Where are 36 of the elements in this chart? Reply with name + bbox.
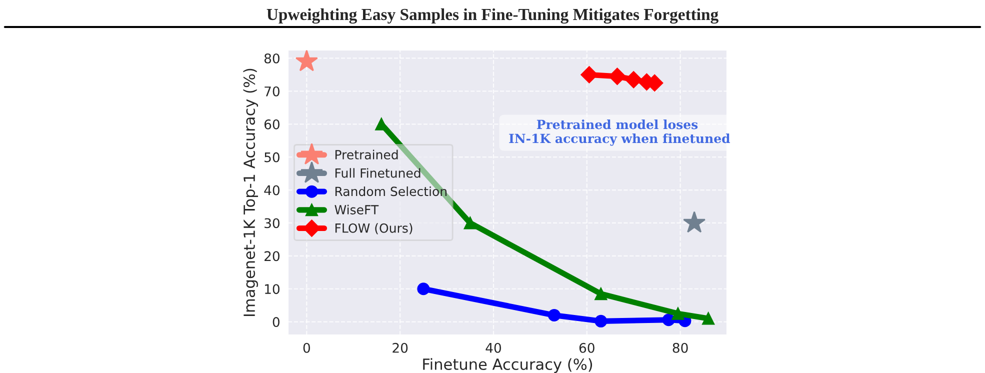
y-tick-label: 30: [264, 218, 280, 228]
point: [417, 282, 430, 296]
point: [580, 66, 598, 84]
point: [594, 314, 608, 328]
chart-title: Upweighting Easy Samples in Fine-Tuning Mitigates Forgetting: [266, 8, 718, 24]
point: [702, 312, 715, 325]
y-tick-label: 50: [264, 152, 280, 162]
y-tick-label: 0: [272, 317, 280, 328]
y-tick-label: 40: [264, 185, 280, 196]
point: [683, 211, 706, 233]
point: [625, 71, 642, 88]
legend-label: WiseFT: [334, 204, 379, 214]
point: [662, 314, 675, 326]
point: [295, 50, 318, 72]
point: [608, 68, 626, 85]
point: [548, 308, 560, 322]
x-tick-label: 40: [486, 342, 502, 353]
point: [672, 307, 684, 320]
y-tick-label: 10: [265, 284, 280, 294]
legend-label: FLOW (Ours): [335, 223, 412, 234]
y-tick-label: 80: [264, 53, 280, 64]
x-axis-title: Finetune Accuracy (%): [423, 358, 592, 373]
y-tick-label: 60: [264, 119, 280, 130]
x-tick-label: 0: [303, 342, 310, 353]
point: [594, 288, 608, 300]
x-tick-label: 60: [579, 342, 594, 353]
y-tick-label: 70: [264, 86, 280, 96]
annotation: Pretrained model loses IN-1K accuracy when finetuned: [509, 120, 730, 146]
y-axis-title: Imagenet-1K Top-1 Accuracy (%): [243, 68, 258, 316]
x-tick-label: 20: [392, 342, 408, 353]
legend-label: Pretrained: [335, 150, 398, 160]
legend-label: Random Selection: [335, 186, 447, 196]
x-tick-label: 80: [672, 342, 688, 353]
point: [464, 216, 476, 230]
y-tick-label: 20: [264, 251, 280, 262]
legend-label: Full Finetuned: [335, 168, 420, 178]
